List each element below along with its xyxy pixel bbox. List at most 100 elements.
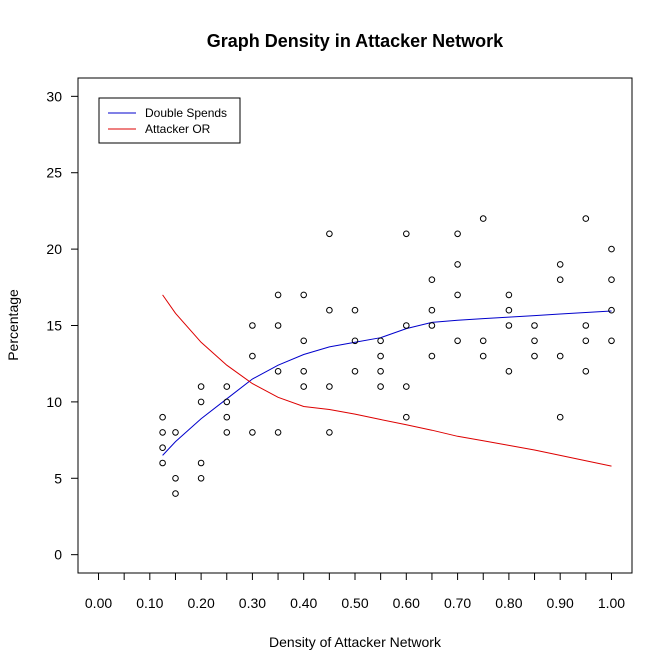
scatter-point [479,352,487,360]
scatter-point [454,337,461,345]
scatter-point [582,368,590,375]
scatter-point [159,413,166,421]
scatter-point [223,383,231,390]
scatter-point [300,337,308,345]
x-tick-label: 0.20 [187,595,214,611]
scatter-point [428,276,436,284]
scatter-point [556,413,564,421]
x-tick-label: 0.60 [393,595,420,611]
scatter-point [223,429,231,436]
scatter-point [582,337,590,345]
x-tick-label: 0.00 [85,595,112,611]
scatter-point [377,383,384,390]
scatter-point [556,276,564,284]
scatter-point [274,291,282,299]
scatter-point [377,368,384,375]
scatter-point [403,383,410,390]
scatter-point [274,429,282,436]
scatter-point [454,261,461,268]
scatter-point [531,337,538,345]
legend-label-attacker-or: Attacker OR [145,122,211,136]
series-line-attacker-or [162,294,612,467]
scatter-point [172,475,179,482]
scatter-point [505,368,513,375]
scatter-point [428,306,436,314]
scatter-point [300,383,308,390]
series-line-double-spends [162,310,612,456]
scatter-point [300,291,308,299]
scatter-point [223,413,231,421]
scatter-point [556,352,564,360]
scatter-point [197,459,205,467]
scatter-point [608,245,615,253]
y-tick-label: 15 [46,318,62,334]
chart-title: Graph Density in Attacker Network [207,31,504,51]
x-tick-label: 0.40 [290,595,317,611]
scatter-point [159,444,166,452]
scatter-point [159,429,166,436]
scatter-point [351,368,359,375]
scatter-point [505,322,513,329]
scatter-point [428,322,436,329]
scatter-point [608,306,615,314]
scatter-point [326,230,333,238]
x-tick-label: 0.30 [239,595,266,611]
legend-box [98,97,241,144]
scatter-point [197,398,205,406]
scatter-points [159,215,615,497]
scatter-point [197,475,205,482]
scatter-point [326,383,333,390]
scatter-point [172,490,179,497]
y-tick-label: 5 [54,470,62,486]
series-lines [162,294,612,467]
x-axis: 0.00 0.10 0.20 0.30 0.40 0.50 0.60 0.70 0.80 0.90… [85,573,625,611]
x-tick-label: 0.50 [341,595,368,611]
y-tick-label: 25 [46,165,62,181]
scatter-point [249,352,256,360]
legend-label-double-spends: Double Spends [145,106,227,120]
scatter-point [608,276,615,284]
scatter-point [351,337,359,345]
scatter-point [582,322,590,329]
scatter-point [197,383,205,390]
x-tick-label: 0.90 [547,595,574,611]
scatter-point [582,215,590,222]
y-tick-label: 0 [54,547,62,563]
scatter-point [326,306,333,314]
scatter-point [531,322,538,329]
x-tick-label: 0.80 [495,595,522,611]
scatter-point [377,337,384,345]
scatter-point [479,215,487,222]
x-tick-label: 0.70 [444,595,471,611]
scatter-point [454,291,461,299]
scatter-point [377,352,384,360]
scatter-point [428,352,436,360]
scatter-point [403,322,410,329]
scatter-point [249,429,256,436]
scatter-point [454,230,461,238]
y-axis: 0 5 10 15 20 25 30 [46,88,78,563]
y-tick-label: 30 [46,88,62,104]
y-tick-label: 20 [46,241,62,257]
y-axis-label: Percentage [5,289,21,361]
scatter-point [531,352,538,360]
scatter-point [172,429,179,436]
scatter-point [300,368,308,375]
y-tick-label: 10 [46,394,62,410]
scatter-point [403,230,410,238]
scatter-point [351,306,359,314]
x-tick-label: 1.00 [598,595,625,611]
scatter-point [479,337,487,345]
scatter-point [505,291,513,299]
plot-frame [77,77,633,574]
scatter-point [403,413,410,421]
legend: Double Spends Attacker OR [98,97,241,144]
scatter-point [505,306,513,314]
scatter-point [274,368,282,375]
scatter-point [249,322,256,329]
scatter-point [274,322,282,329]
x-axis-label: Density of Attacker Network [269,634,442,650]
x-tick-label: 0.10 [136,595,163,611]
